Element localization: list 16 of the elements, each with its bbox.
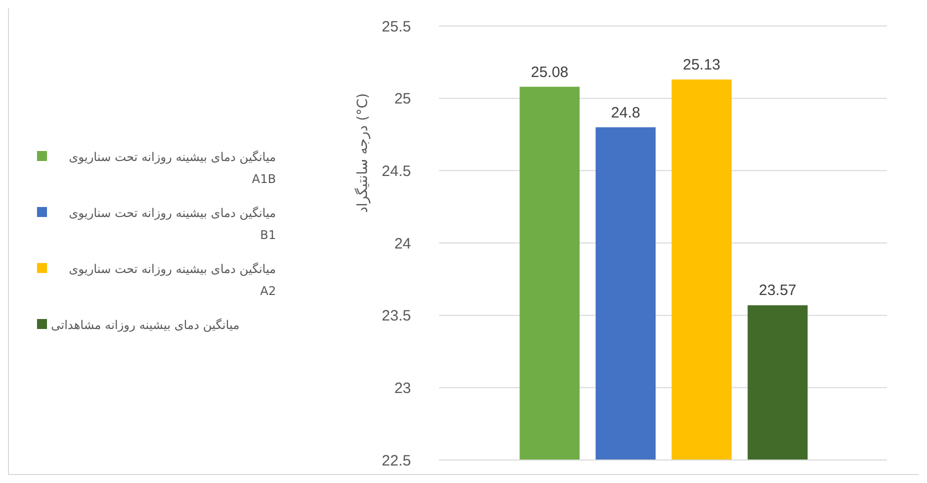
legend-label: میانگین دمای بیشینه روزانه تحت سناریوی B1 bbox=[68, 205, 276, 244]
y-tick-label: 25 bbox=[394, 90, 411, 108]
y-tick-label: 23.5 bbox=[382, 308, 411, 325]
data-label: 23.57 bbox=[758, 282, 796, 300]
y-tick-label: 25.5 bbox=[382, 18, 411, 36]
data-label: 25.13 bbox=[682, 56, 720, 74]
data-label: 24.8 bbox=[611, 104, 640, 122]
y-tick-label: 24.5 bbox=[382, 162, 411, 180]
legend-label: میانگین دمای بیشینه روزانه مشاهداتی bbox=[51, 317, 240, 334]
data-label: 25.08 bbox=[530, 64, 568, 81]
y-axis-title: درجه سانتیگراد (°C) bbox=[354, 93, 371, 213]
y-tick-label: 24 bbox=[394, 235, 411, 252]
legend-label: میانگین دمای بیشینه روزانه تحت سناریوی A2 bbox=[68, 261, 276, 300]
legend-label: میانگین دمای بیشینه روزانه تحت سناریوی A1B bbox=[68, 149, 276, 188]
y-tick-label: 23 bbox=[394, 380, 411, 397]
y-tick-label: 22.5 bbox=[382, 452, 411, 470]
